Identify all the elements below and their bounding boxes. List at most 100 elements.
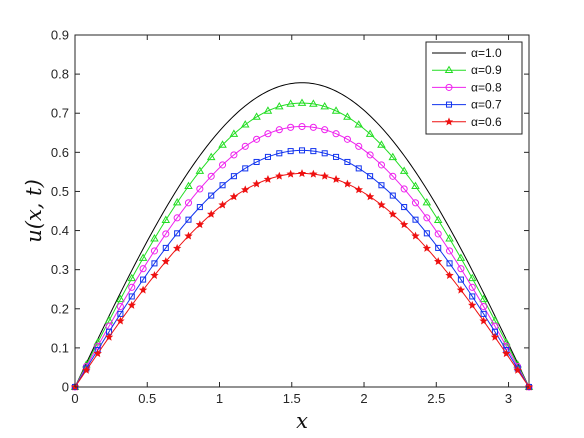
star-marker <box>172 243 182 252</box>
square-marker <box>435 244 442 251</box>
triangle-marker <box>195 166 205 174</box>
circle-marker <box>184 199 193 207</box>
triangle-marker <box>320 101 329 110</box>
y-tick-label: 0.1 <box>51 340 69 355</box>
square-marker <box>128 293 135 300</box>
square-marker <box>378 182 385 189</box>
series-line <box>74 82 530 388</box>
circle-marker <box>218 161 227 169</box>
triangle-marker <box>444 65 454 74</box>
series-line <box>74 149 530 388</box>
triangle-marker <box>377 140 386 148</box>
legend-label: α=1.0 <box>471 46 502 60</box>
square-marker <box>242 165 249 172</box>
x-axis-ticks: 0 0.5 1 1.5 2 2.5 3 <box>71 35 512 406</box>
star-marker <box>207 209 216 218</box>
square-marker <box>401 204 408 211</box>
circle-marker <box>400 185 408 193</box>
square-marker <box>287 148 294 155</box>
triangle-marker <box>206 152 216 161</box>
square-marker <box>469 293 476 300</box>
triangle-marker <box>445 234 454 242</box>
square-marker <box>321 150 328 157</box>
circle-marker <box>457 265 465 273</box>
triangle-marker <box>172 197 182 206</box>
star-marker <box>82 365 91 374</box>
square-marker <box>230 173 237 180</box>
circle-marker <box>162 230 170 238</box>
square-marker <box>423 230 430 237</box>
star-marker <box>104 332 114 341</box>
x-tick-label: 0 <box>71 391 78 406</box>
square-marker <box>412 216 419 223</box>
y-axis-label: u(x, t) <box>22 179 46 243</box>
square-marker <box>446 260 453 267</box>
star-marker <box>456 285 466 294</box>
star-marker <box>161 257 170 266</box>
y-tick-label: 0.3 <box>51 262 69 277</box>
square-marker <box>253 158 260 165</box>
circle-marker <box>128 283 136 291</box>
triangle-marker <box>411 181 420 190</box>
y-tick-label: 0.7 <box>51 106 69 121</box>
square-marker <box>208 192 215 199</box>
triangle-marker <box>297 98 307 106</box>
star-marker <box>116 316 125 325</box>
star-marker <box>513 365 522 374</box>
y-tick-label: 0.8 <box>51 67 69 82</box>
square-marker <box>333 153 340 160</box>
star-marker <box>150 271 159 279</box>
legend-entry: α=0.6 <box>432 115 502 129</box>
circle-marker <box>389 172 397 180</box>
circle-marker <box>434 230 442 238</box>
triangle-marker <box>399 166 409 174</box>
star-marker <box>411 231 420 240</box>
circle-marker <box>275 126 283 134</box>
x-tick-label: 0.5 <box>138 391 156 406</box>
circle-marker <box>468 283 476 291</box>
circle-marker <box>411 199 420 207</box>
star-marker <box>468 300 477 309</box>
legend: α=1.0 α=0.9 α=0.8 α=0.7 α=0.6 <box>425 41 523 135</box>
square-marker <box>174 230 181 237</box>
circle-marker <box>423 214 431 222</box>
star-marker <box>399 220 409 229</box>
star-marker <box>354 185 363 194</box>
triangle-marker <box>263 106 273 114</box>
star-marker <box>490 332 500 341</box>
series-layer <box>70 82 534 391</box>
legend-label: α=0.6 <box>471 115 502 129</box>
square-marker <box>344 158 351 165</box>
triangle-marker <box>240 120 250 128</box>
triangle-marker <box>286 99 295 107</box>
triangle-marker <box>331 106 341 114</box>
x-axis-label: x <box>296 409 308 433</box>
y-tick-label: 0 <box>62 380 69 395</box>
star-marker <box>297 169 307 178</box>
triangle-marker <box>365 129 375 137</box>
triangle-marker <box>150 234 159 242</box>
square-marker <box>355 165 362 172</box>
square-marker <box>219 182 226 189</box>
star-marker <box>445 271 454 279</box>
star-marker <box>479 316 488 325</box>
circle-marker <box>264 130 272 138</box>
legend-label: α=0.7 <box>471 98 502 112</box>
star-marker <box>377 200 386 209</box>
star-marker <box>434 257 443 266</box>
square-marker <box>445 101 453 108</box>
star-marker <box>241 185 250 194</box>
triangle-marker <box>354 120 364 128</box>
triangle-marker <box>456 253 466 261</box>
circle-marker <box>287 123 295 131</box>
circle-marker <box>116 302 124 311</box>
y-tick-label: 0.5 <box>51 184 69 199</box>
series-star-4 <box>70 169 534 391</box>
square-marker <box>457 276 464 283</box>
triangle-marker <box>343 112 352 120</box>
star-marker <box>127 300 136 309</box>
x-tick-label: 3 <box>505 391 512 406</box>
circle-marker <box>150 247 159 255</box>
legend-label: α=0.9 <box>471 63 502 77</box>
circle-marker <box>241 142 249 150</box>
